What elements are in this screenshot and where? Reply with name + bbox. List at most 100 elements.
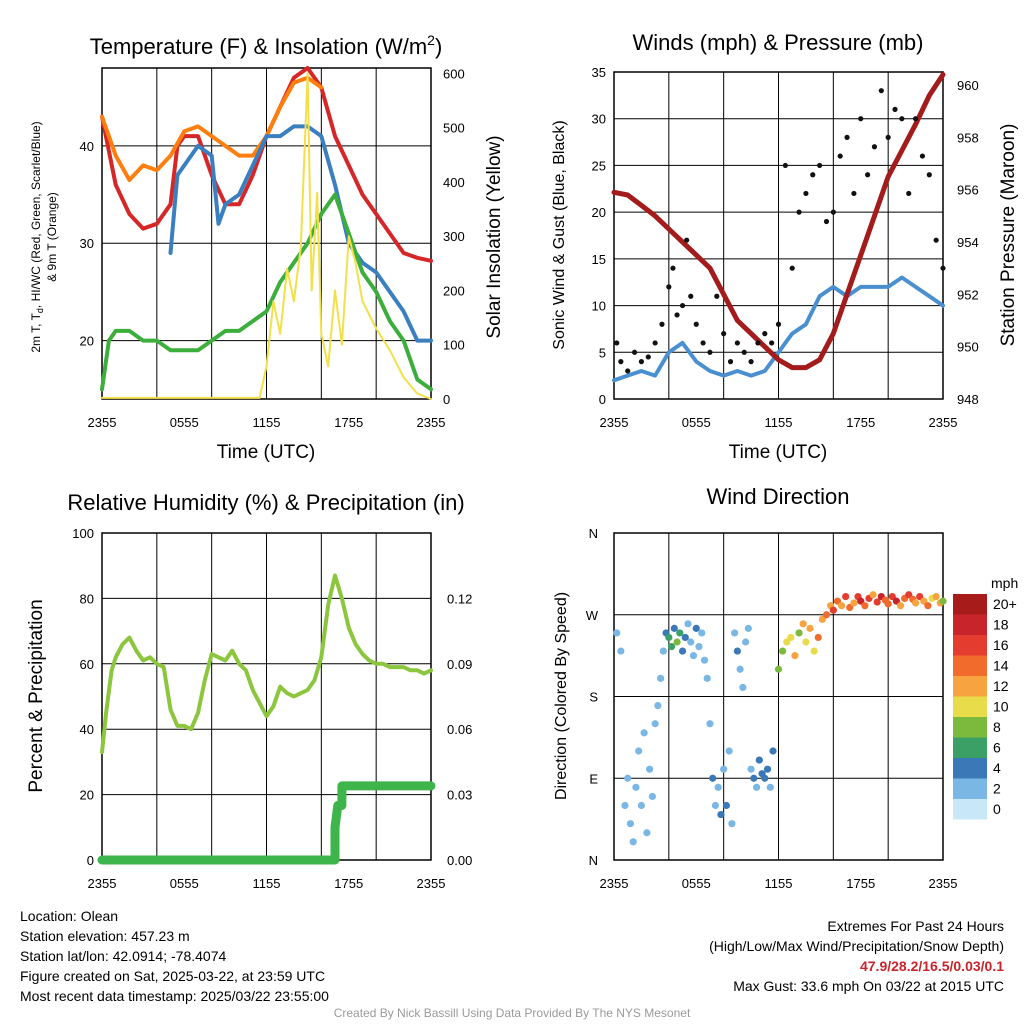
x-tick-label: 1755 (334, 415, 363, 430)
direction-point (779, 647, 787, 655)
direction-point (766, 783, 774, 791)
winds-y-label: Sonic Wind & Gust (Blue, Black) (551, 120, 568, 349)
gust-point (878, 88, 884, 94)
legend-label: 16 (993, 637, 1009, 653)
winds-x-label: Time (UTC) (729, 442, 828, 463)
direction-point (626, 820, 635, 828)
direction-point (709, 774, 717, 782)
y-tick-label: 30 (80, 236, 94, 251)
gust-point (748, 359, 754, 365)
y2-tick-label: 958 (957, 130, 979, 145)
legend-swatch (953, 758, 987, 779)
legend-swatch (953, 594, 987, 615)
x-tick-label: 1755 (334, 876, 363, 891)
legend-label: 10 (993, 699, 1009, 715)
gust-point (837, 153, 843, 159)
direction-point (689, 652, 698, 660)
direction-point (761, 774, 769, 782)
direction-point (703, 674, 711, 682)
x-tick-label: 2355 (88, 415, 117, 430)
legend-label: 14 (993, 658, 1009, 674)
direction-point (673, 638, 681, 646)
wind-direction-title: Wind Direction (706, 484, 849, 509)
elevation-text: Station elevation: 457.23 m (20, 928, 190, 944)
gust-point (803, 190, 809, 197)
plot-frame (613, 71, 944, 400)
direction-point (802, 638, 810, 646)
humidity-title: Relative Humidity (%) & Precipitation (i… (67, 490, 464, 515)
y-tick-label: 15 (592, 252, 606, 267)
direction-point (646, 765, 654, 773)
direction-point (896, 602, 905, 610)
gust-point (769, 340, 775, 346)
gust-point (618, 359, 624, 365)
gust-point (885, 134, 891, 140)
gust-point (865, 172, 871, 178)
legend-label: 18 (993, 617, 1009, 633)
gust-point (782, 162, 788, 169)
winds-panel: Winds (mph) & Pressure (mb) Time (UTC) S… (551, 30, 1019, 463)
gust-point (810, 172, 816, 178)
gust-point (919, 153, 926, 159)
credit-text: Created By Nick Bassill Using Data Provi… (333, 1006, 691, 1020)
direction-point (617, 647, 625, 655)
direction-point (657, 674, 665, 682)
direction-point (829, 606, 837, 614)
direction-point (643, 829, 651, 837)
gust-point (871, 144, 878, 150)
temperature-series-line (100, 66, 433, 263)
legend-label: 6 (993, 740, 1001, 756)
x-tick-label: 0555 (170, 415, 199, 430)
y-tick-label: N (589, 526, 598, 541)
x-tick-label: 2355 (417, 876, 446, 891)
gust-point (652, 340, 658, 346)
temperature-x-label: Time (UTC) (217, 442, 316, 463)
direction-point (755, 756, 763, 764)
extremes-subtitle: (High/Low/Max Wind/Precipitation/Snow De… (709, 938, 1004, 954)
y2-tick-label: 0 (443, 392, 450, 407)
gust-point (727, 359, 734, 365)
x-tick-label: 2355 (417, 415, 446, 430)
pressure-line (611, 72, 946, 371)
plot-frame (613, 532, 944, 861)
direction-point (911, 599, 920, 607)
direction-point (763, 765, 772, 773)
gust-point (755, 340, 761, 346)
y2-tick-label: 956 (957, 183, 979, 198)
y-tick-label: 40 (80, 139, 94, 154)
direction-point (742, 638, 750, 646)
y2-tick-label: 950 (957, 340, 979, 355)
legend-label: 2 (993, 781, 1001, 797)
direction-point (632, 783, 640, 791)
direction-point (635, 747, 643, 755)
legend-swatch (953, 737, 987, 758)
direction-point (613, 629, 621, 637)
y2-tick-label: 500 (443, 121, 465, 136)
legend-swatch (953, 676, 987, 697)
direction-point (739, 683, 747, 692)
temperature-series-line (100, 192, 433, 392)
gust-point (714, 293, 720, 299)
gust-point (789, 265, 795, 271)
direction-point (700, 656, 709, 664)
x-tick-label: 1155 (253, 876, 281, 891)
y-tick-label: 20 (592, 205, 606, 220)
x-tick-label: 1155 (765, 876, 793, 891)
y2-tick-label: 952 (957, 287, 979, 302)
wind-direction-panel: Wind Direction Direction (Colored By Spe… (553, 484, 1018, 891)
gust-point (631, 349, 638, 355)
y-tick-label: 10 (592, 299, 606, 314)
legend-label: 20+ (993, 596, 1017, 612)
direction-point (698, 629, 706, 637)
temperature-y2-label: Solar Insolation (Yellow) (484, 135, 505, 338)
gust-point (659, 321, 665, 327)
y-tick-label: 35 (592, 65, 606, 80)
x-tick-label: 0555 (682, 415, 711, 430)
recent-text: Most recent data timestamp: 2025/03/22 2… (20, 988, 329, 1004)
extremes-info: Extremes For Past 24 Hours (High/Low/Max… (709, 916, 1004, 996)
station-info: Location: Olean Station elevation: 457.2… (20, 906, 329, 1006)
gust-point (762, 331, 768, 337)
wind-direction-y-label: Direction (Colored By Speed) (553, 592, 570, 800)
y2-tick-label: 960 (957, 78, 979, 93)
